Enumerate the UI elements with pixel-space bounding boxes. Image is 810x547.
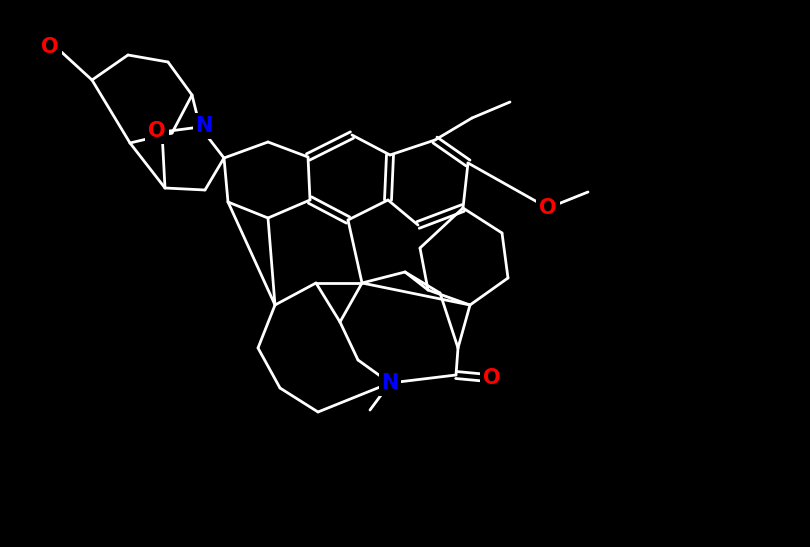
Text: O: O bbox=[148, 121, 166, 141]
Text: O: O bbox=[539, 198, 556, 218]
Text: N: N bbox=[195, 116, 213, 136]
Text: N: N bbox=[382, 373, 399, 393]
Text: O: O bbox=[484, 368, 501, 388]
Text: O: O bbox=[41, 37, 59, 57]
